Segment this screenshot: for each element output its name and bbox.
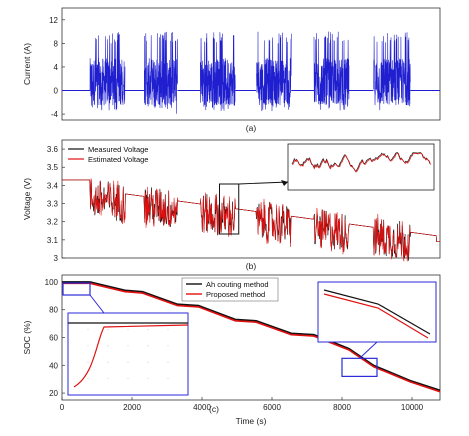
current-burst-trace [89, 32, 126, 111]
y-tick-label: 3.5 [47, 163, 59, 172]
current-burst-trace [373, 32, 411, 111]
y-tick-label: 3.3 [47, 200, 59, 209]
panel-soc: 20 40 60 80 100 SOC (%) (c) 0 2000 4000 6000 8000 10… [22, 274, 441, 426]
current-burst-trace [200, 32, 236, 112]
inset-mid-proposed-line [323, 293, 429, 339]
inset-grid-dot [147, 378, 149, 379]
y-axis-label: Voltage (V) [22, 178, 32, 220]
panel-current: -4 0 4 8 12 Current (A) (a) [22, 7, 441, 133]
inset-grid-dot [127, 361, 129, 363]
inset-grid-dot [107, 345, 109, 347]
legend-box [181, 277, 279, 302]
inset-grid-dot [87, 361, 89, 363]
legend-label: Measured Voltage [88, 145, 148, 154]
panel-label: (a) [246, 123, 257, 133]
inset-grid-dot [167, 329, 169, 330]
inset-grid-dot [147, 361, 149, 363]
y-tick-label: 40 [49, 361, 58, 370]
y-tick-label: 20 [49, 389, 58, 398]
zoom-arrow-start [89, 294, 105, 314]
inset-estimated-line [292, 153, 431, 173]
y-tick-label: 0 [54, 87, 59, 96]
legend-label: Proposed method [206, 290, 265, 299]
inset-grid-dot [127, 345, 129, 347]
inset-grid-dot [87, 345, 89, 347]
panel-voltage: 3 3.1 3.2 3.3 3.4 3.5 3.6 Voltage (V) (b) Measure… [22, 139, 441, 271]
y-tick-label: 12 [49, 16, 58, 25]
panel-label: (c) [209, 404, 219, 414]
inset-grid-dot [147, 345, 149, 347]
y-tick-label: 60 [49, 334, 58, 343]
y-tick-label: 3.2 [47, 218, 59, 227]
y-axis-label: SOC (%) [22, 320, 32, 354]
x-tick-label: 6000 [263, 403, 281, 412]
y-tick-label: 100 [45, 278, 59, 287]
zoom-box-mid [341, 357, 378, 377]
inset-grid-dot [127, 378, 129, 379]
inset-mid-frame [317, 281, 437, 343]
y-tick-label: 8 [54, 39, 59, 48]
zoom-box-start [62, 282, 91, 296]
y-tick-label: 3.4 [47, 181, 59, 190]
y-axis-label: Current (A) [22, 43, 32, 85]
x-axis-label: Time (s) [236, 416, 267, 426]
inset-grid-dot [147, 329, 149, 330]
inset-grid-dot [167, 378, 169, 379]
legend-label: Ah couting method [206, 280, 269, 289]
inset-grid-dot [127, 329, 129, 330]
zoom-box [219, 183, 240, 235]
legend-label: Estimated Voltage [88, 155, 148, 164]
inset-grid-dot [167, 345, 169, 347]
estimated-voltage-line [62, 178, 440, 262]
inset-mid-ah-line [323, 289, 431, 335]
zoom-arrow [238, 181, 289, 185]
zoom-arrow-mid [359, 341, 378, 359]
inset-start-proposed-line [73, 324, 189, 388]
x-tick-label: 4000 [193, 403, 211, 412]
soc-line [62, 282, 441, 393]
x-tick-label: 2000 [123, 403, 141, 412]
measured-voltage-line [62, 179, 440, 261]
y-tick-label: 4 [54, 63, 59, 72]
current-burst-trace [313, 31, 350, 111]
x-tick-label: 8000 [333, 403, 351, 412]
zoom-arrow-head [281, 180, 288, 186]
plot-frame [61, 7, 441, 121]
y-tick-label: 3.1 [47, 236, 59, 245]
inset-grid-dot [167, 361, 169, 363]
plot-frame [61, 139, 441, 259]
inset-grid-dot [87, 329, 89, 330]
x-tick-label: 0 [60, 403, 65, 412]
current-burst-trace [144, 31, 178, 114]
inset-grid-dot [107, 361, 109, 363]
y-tick-label: -4 [51, 110, 59, 119]
inset-grid-dot [107, 378, 109, 379]
panel-label: (b) [246, 261, 257, 271]
inset-frame [287, 143, 435, 191]
x-tick-label: 10000 [401, 403, 424, 412]
soc-line [62, 281, 441, 392]
y-tick-label: 80 [49, 306, 58, 315]
y-tick-label: 3.6 [47, 145, 59, 154]
inset-grid-dot [87, 378, 89, 379]
current-burst-trace [256, 31, 292, 112]
y-tick-label: 3 [54, 254, 59, 263]
inset-grid-dot [107, 329, 109, 330]
